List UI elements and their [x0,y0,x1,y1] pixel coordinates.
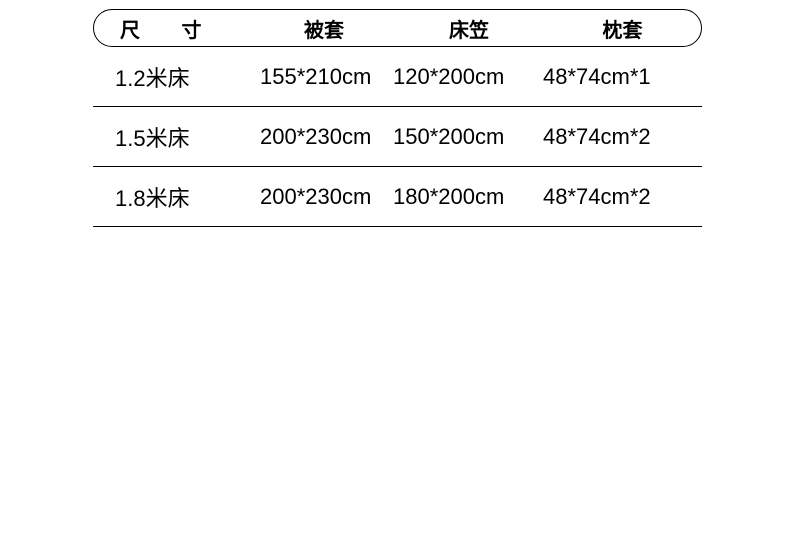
cell-pillow: 48*74cm*2 [543,184,702,210]
cell-pillow: 48*74cm*2 [543,124,702,150]
cell-size: 1.2米床 [93,61,253,93]
cell-duvet: 200*230cm [253,124,393,150]
cell-duvet: 155*210cm [253,64,393,90]
cell-duvet: 200*230cm [253,184,393,210]
size-table: 尺 寸 被套 床笠 枕套 1.2米床 155*210cm 120*200cm 4… [93,9,702,227]
header-sheet: 床笠 [394,14,544,43]
cell-size: 1.8米床 [93,181,253,213]
table-row: 1.2米床 155*210cm 120*200cm 48*74cm*1 [93,47,702,107]
table-row: 1.8米床 200*230cm 180*200cm 48*74cm*2 [93,167,702,227]
cell-sheet: 150*200cm [393,124,543,150]
header-size: 尺 寸 [94,14,254,43]
cell-sheet: 120*200cm [393,64,543,90]
table-row: 1.5米床 200*230cm 150*200cm 48*74cm*2 [93,107,702,167]
cell-sheet: 180*200cm [393,184,543,210]
cell-size: 1.5米床 [93,121,253,153]
cell-pillow: 48*74cm*1 [543,64,702,90]
table-header-row: 尺 寸 被套 床笠 枕套 [93,9,702,47]
header-size-label: 尺 寸 [120,20,220,42]
header-pillow: 枕套 [544,14,701,43]
header-duvet: 被套 [254,14,394,43]
